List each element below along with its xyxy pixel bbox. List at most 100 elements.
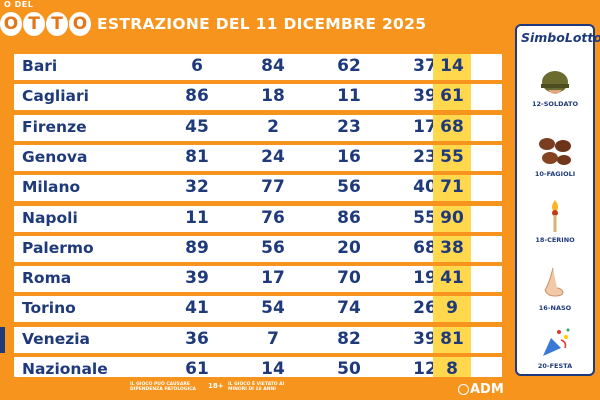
city-name: Cagliari	[22, 87, 89, 106]
age-badge: 18+	[208, 382, 224, 390]
city-name: Palermo	[22, 238, 94, 257]
logo-ball: T	[46, 12, 68, 36]
drawn-number: 26	[413, 298, 437, 319]
table-row: Palermo 89 56 20 68 38	[14, 235, 502, 262]
drawn-number: 61	[185, 359, 209, 379]
highlighted-number: 61	[433, 84, 471, 111]
footer-warning-2: IL GIOCO È VIETATO AI MINORI DI 18 ANNI	[228, 382, 285, 392]
drawn-number: 89	[185, 237, 209, 258]
symbol-item: 12-SOLDATO	[517, 68, 593, 108]
drawn-number: 55	[413, 207, 437, 228]
table-row: Venezia 36 7 82 39 81	[0, 326, 502, 353]
drawn-number: 17	[261, 268, 285, 289]
drawn-number: 12	[413, 359, 437, 379]
beans-icon	[539, 138, 571, 165]
drawn-number: 36	[185, 328, 209, 349]
symbol-item: 10-FAGIOLI	[517, 134, 593, 178]
drawn-number: 32	[185, 177, 209, 198]
drawn-number: 18	[261, 86, 285, 107]
logo-ball: O	[69, 12, 91, 36]
drawn-number: 39	[413, 86, 437, 107]
highlighted-number: 90	[433, 205, 471, 232]
city-name: Nazionale	[22, 360, 108, 378]
footer-warning-1: IL GIOCO PUÒ CAUSARE DIPENDENZA PATOLOGI…	[130, 382, 197, 392]
drawn-number: 23	[337, 116, 361, 137]
city-name: Genova	[22, 147, 88, 166]
drawn-number: 70	[337, 268, 361, 289]
highlighted-number: 9	[433, 296, 471, 323]
drawn-number: 41	[185, 298, 209, 319]
drawn-number: 20	[337, 237, 361, 258]
city-name: Bari	[22, 57, 58, 75]
highlighted-number: 14	[433, 54, 471, 80]
drawn-number: 77	[261, 177, 285, 198]
drawn-number: 24	[261, 146, 285, 167]
symbol-label: 20-FESTA	[537, 362, 573, 370]
highlighted-number: 55	[433, 144, 471, 171]
drawn-number: 7	[267, 328, 279, 349]
symbol-label: 10-FAGIOLI	[534, 170, 576, 178]
drawn-number: 14	[261, 359, 285, 379]
city-name: Napoli	[22, 208, 78, 227]
drawn-number: 81	[185, 146, 209, 167]
page-title: ESTRAZIONE DEL 11 DICEMBRE 2025	[97, 15, 427, 33]
drawn-number: 74	[337, 298, 361, 319]
simbolotto-panel: SimboLotto 12-SOLDATO 10-FAGIOLI 18-CERI…	[515, 24, 600, 376]
drawn-number: 19	[413, 268, 437, 289]
city-name: Milano	[22, 178, 81, 197]
drawn-number: 62	[337, 56, 361, 76]
highlighted-number: 41	[433, 266, 471, 293]
drawn-number: 39	[185, 268, 209, 289]
drawn-number: 17	[413, 116, 437, 137]
adm-icon	[458, 384, 469, 395]
symbol-label: 16-NASO	[538, 304, 572, 312]
drawn-number: 86	[185, 86, 209, 107]
drawn-number: 16	[337, 146, 361, 167]
drawn-number: 37	[413, 56, 437, 76]
highlighted-number: 71	[433, 175, 471, 202]
logo-top-text: O DEL	[4, 0, 34, 9]
drawn-number: 2	[267, 116, 279, 137]
simbolotto-title: SimboLotto	[521, 30, 600, 45]
drawn-number: 6	[191, 56, 203, 76]
highlighted-number: 68	[433, 114, 471, 141]
table-row: Firenze 45 2 23 17 68	[14, 114, 502, 141]
drawn-number: 56	[337, 177, 361, 198]
symbol-item: 18-CERINO	[517, 198, 593, 244]
highlighted-number: 81	[433, 326, 471, 353]
lotto-logo: O DEL O T T O	[0, 0, 91, 46]
drawn-number: 45	[185, 116, 209, 137]
drawn-number: 40	[413, 177, 437, 198]
symbol-item: 16-NASO	[517, 266, 593, 312]
drawn-number: 11	[337, 86, 361, 107]
soldier-helmet-icon	[541, 71, 569, 94]
drawn-number: 11	[185, 207, 209, 228]
drawn-number: 84	[261, 56, 285, 76]
symbol-label: 18-CERINO	[535, 236, 575, 244]
highlighted-number: 38	[433, 235, 471, 262]
drawn-number: 54	[261, 298, 285, 319]
drawn-number: 56	[261, 237, 285, 258]
city-name: Venezia	[22, 329, 91, 348]
footer: IL GIOCO PUÒ CAUSARE DIPENDENZA PATOLOGI…	[0, 377, 600, 400]
drawn-number: 86	[337, 207, 361, 228]
logo-ball: O	[0, 12, 22, 36]
logo-ball: T	[23, 12, 45, 36]
match-icon	[552, 200, 558, 232]
drawn-number: 39	[413, 328, 437, 349]
adm-brand: ADM	[470, 382, 504, 397]
drawn-number: 68	[413, 237, 437, 258]
table-row: Bari 6 84 62 37 14	[14, 54, 502, 80]
city-name: Firenze	[22, 117, 87, 136]
table-row: Roma 39 17 70 19 41	[14, 266, 502, 293]
city-name: Roma	[22, 269, 72, 288]
party-popper-icon	[543, 328, 570, 356]
drawn-number: 82	[337, 328, 361, 349]
drawn-number: 76	[261, 207, 285, 228]
city-name: Torino	[22, 299, 76, 318]
drawn-number: 23	[413, 146, 437, 167]
symbol-label: 12-SOLDATO	[532, 100, 578, 108]
drawn-number: 50	[337, 359, 361, 379]
symbol-item: 20-FESTA	[517, 326, 593, 370]
table-row: Napoli 11 76 86 55 90	[14, 205, 502, 232]
